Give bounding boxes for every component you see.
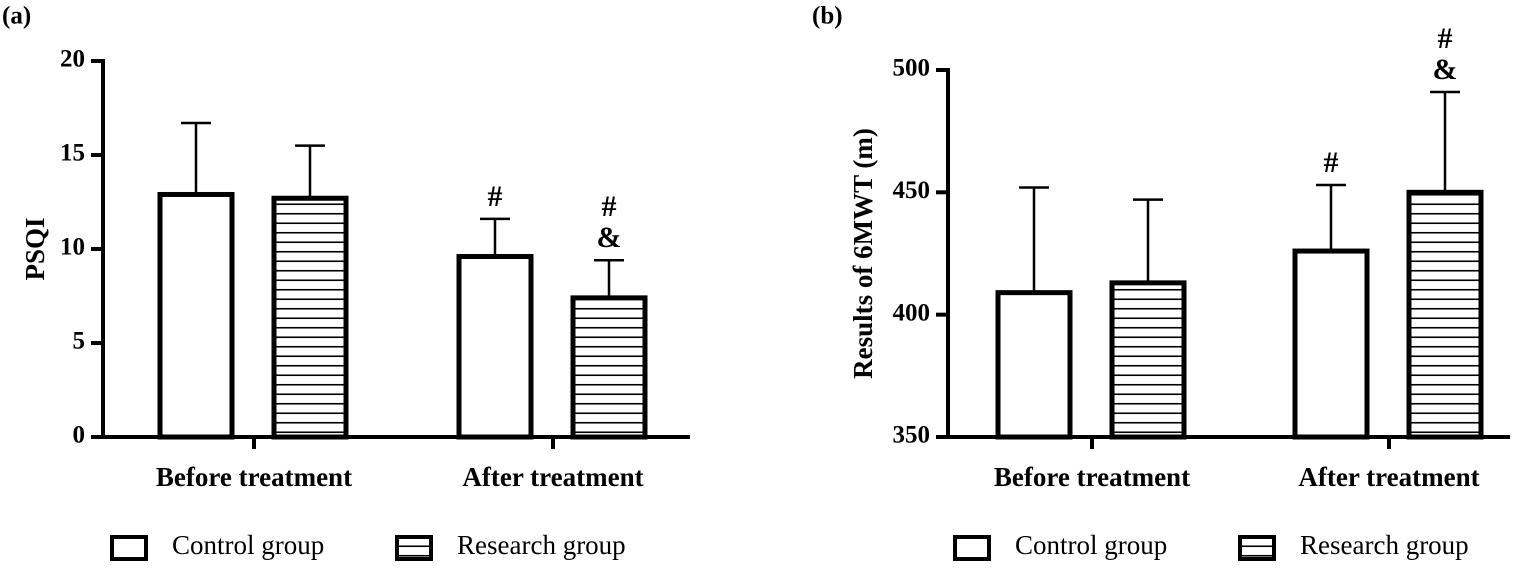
legend-swatch <box>110 535 148 561</box>
y-tick-label: 0 <box>73 422 86 449</box>
bar <box>1109 280 1187 440</box>
y-tick-label: 20 <box>60 46 85 73</box>
x-tick-label: Before treatment <box>156 462 352 492</box>
annotation: # <box>602 190 617 223</box>
legend-swatch <box>395 535 433 561</box>
x-tick-label: After treatment <box>1298 462 1479 492</box>
panel-label: (b) <box>812 3 843 30</box>
bar <box>1292 248 1370 440</box>
y-tick-label: 5 <box>73 328 86 355</box>
bar <box>271 195 349 440</box>
y-axis-label: PSQI <box>20 217 50 280</box>
x-tick-label: After treatment <box>462 462 643 492</box>
panel-label: (a) <box>2 3 31 30</box>
annotation: # <box>1324 146 1339 179</box>
bar <box>570 295 648 440</box>
legend-swatch <box>953 535 991 561</box>
y-axis-label: Results of 6MWT (m) <box>848 128 878 379</box>
legend-swatch <box>1238 535 1276 561</box>
legend-label: Research group <box>1300 530 1469 560</box>
annotation: # <box>1438 22 1453 55</box>
annotation: # <box>488 180 503 213</box>
bar <box>157 191 235 440</box>
y-tick-label: 500 <box>893 55 931 82</box>
y-tick-label: 350 <box>893 422 931 449</box>
bar <box>1406 189 1484 440</box>
bar <box>995 290 1073 440</box>
legend-label: Control group <box>172 530 324 560</box>
legend-label: Control group <box>1015 530 1167 560</box>
y-tick-label: 450 <box>893 177 931 204</box>
annotation: & <box>1433 53 1458 86</box>
y-tick-label: 10 <box>60 234 85 261</box>
legend-label: Research group <box>457 530 626 560</box>
y-tick-label: 15 <box>60 140 85 167</box>
y-tick-label: 400 <box>893 299 931 326</box>
x-tick-label: Before treatment <box>994 462 1190 492</box>
bar <box>456 254 534 440</box>
annotation: & <box>597 221 622 254</box>
